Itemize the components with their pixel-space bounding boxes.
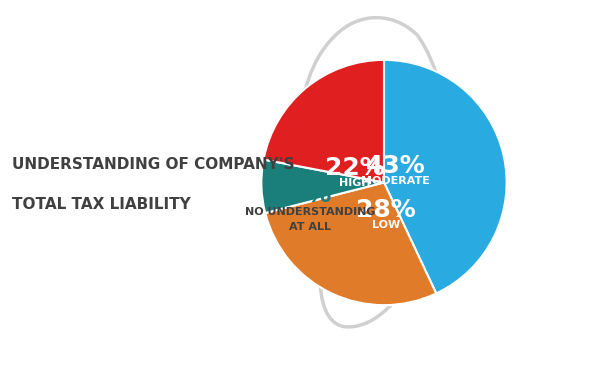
Text: UNDERSTANDING OF COMPANY'S: UNDERSTANDING OF COMPANY'S bbox=[12, 157, 295, 172]
Wedge shape bbox=[262, 160, 384, 213]
Text: 7%: 7% bbox=[289, 182, 332, 207]
Text: HIGH: HIGH bbox=[339, 177, 370, 188]
Wedge shape bbox=[265, 182, 436, 305]
Text: NO UNDERSTANDING: NO UNDERSTANDING bbox=[245, 207, 376, 217]
Text: LOW: LOW bbox=[371, 220, 400, 230]
Wedge shape bbox=[263, 60, 384, 182]
Text: 43%: 43% bbox=[366, 154, 425, 178]
Text: TOTAL TAX LIABILITY: TOTAL TAX LIABILITY bbox=[12, 197, 191, 212]
Text: MODERATE: MODERATE bbox=[361, 176, 430, 186]
Text: 28%: 28% bbox=[356, 198, 416, 222]
Text: 22%: 22% bbox=[325, 156, 385, 180]
Text: AT ALL: AT ALL bbox=[289, 222, 331, 231]
Wedge shape bbox=[384, 60, 506, 293]
